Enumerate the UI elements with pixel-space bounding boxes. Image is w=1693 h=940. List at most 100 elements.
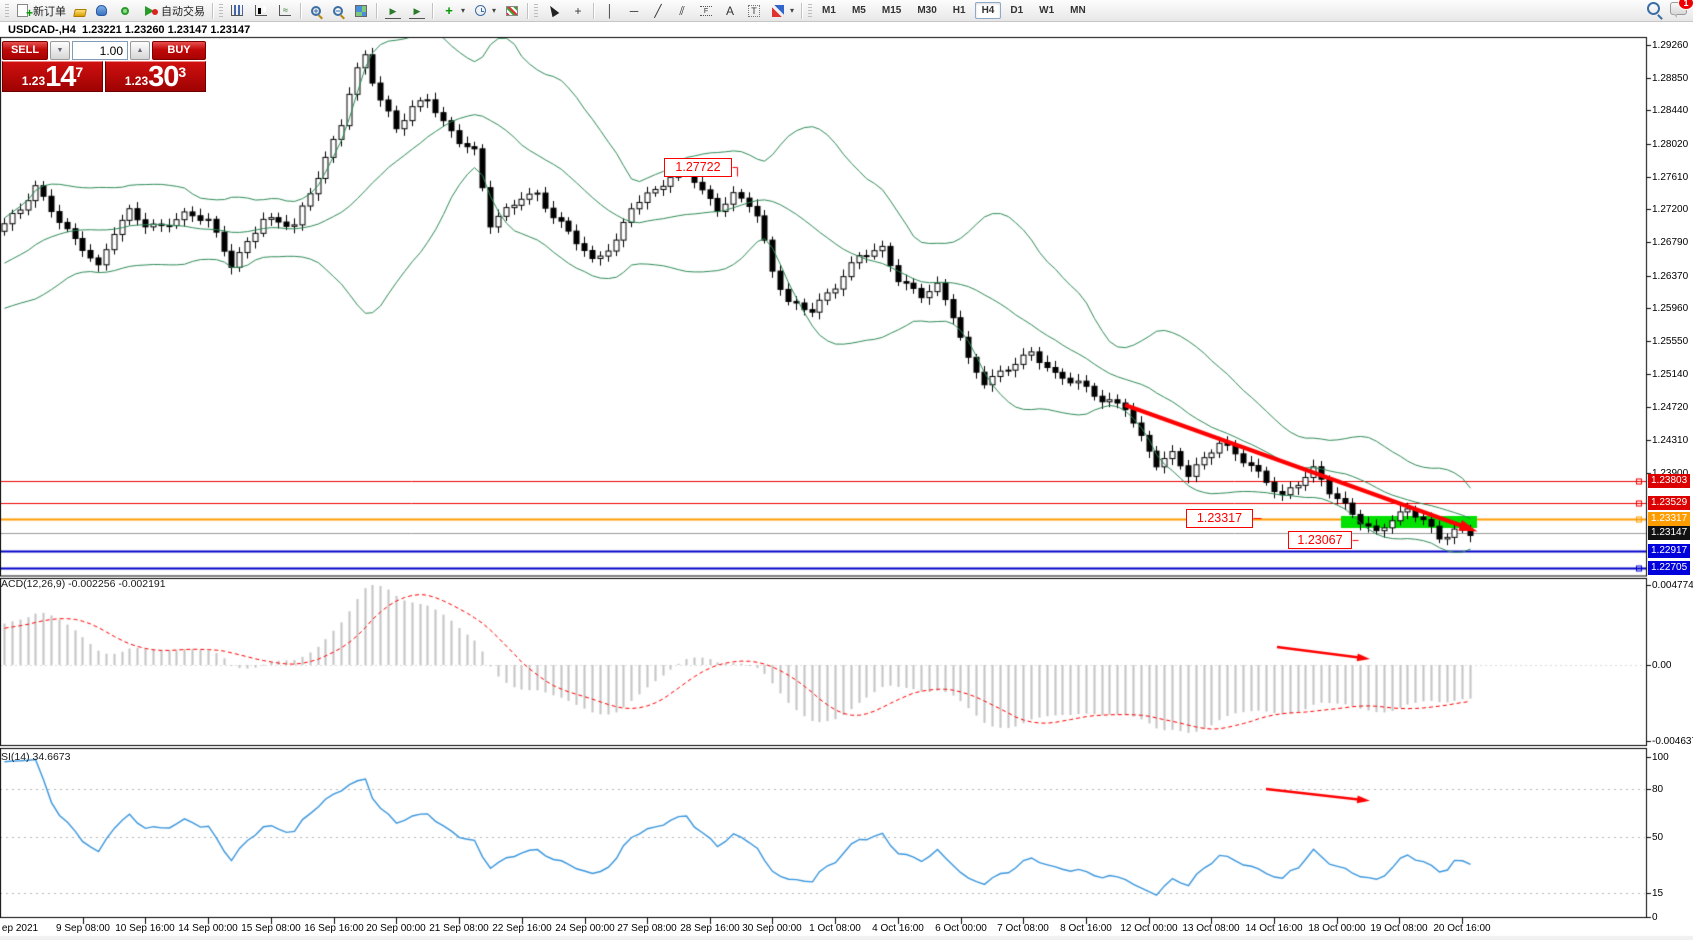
notification-badge: 1 [1678, 0, 1693, 10]
buy-price-display[interactable]: 1.23 30 3 [105, 61, 206, 92]
toolbar-separator [801, 2, 804, 19]
toolbar-separator [593, 2, 596, 19]
text-button[interactable]: A [718, 1, 742, 21]
text-label-icon: T [748, 4, 761, 17]
chart-shift-button[interactable]: ▶ [405, 1, 429, 21]
periods-button[interactable]: ▾ [469, 1, 500, 21]
ohlc-values: 1.23221 1.23260 1.23147 1.23147 [81, 24, 251, 36]
timeframe-w1[interactable]: W1 [1039, 5, 1055, 16]
toolbar-separator [212, 2, 214, 19]
tile-windows-icon [355, 4, 367, 17]
sell-button[interactable]: SELL [2, 41, 48, 60]
add-indicator-button[interactable]: + ▾ [437, 1, 469, 21]
sell-price-display[interactable]: 1.23 14 7 [2, 61, 103, 92]
arrows-button[interactable]: ▾ [766, 1, 798, 21]
zoom-out-icon: − [333, 5, 343, 16]
autotrading-label: 自动交易 [161, 5, 205, 18]
buy-price-sup: 3 [178, 64, 187, 80]
arrows-icon [772, 4, 785, 17]
toolbar-grip[interactable] [534, 4, 539, 17]
buy-button[interactable]: BUY [152, 41, 206, 60]
timeframe-mn[interactable]: MN [1070, 5, 1086, 16]
toolbar-separator [432, 2, 434, 19]
templates-button[interactable] [500, 1, 524, 21]
sell-price-sup: 7 [75, 64, 84, 80]
bar-chart-icon [231, 5, 243, 16]
toolbar-separator [376, 2, 378, 19]
horizontal-line-button[interactable]: ─ [622, 1, 646, 21]
symbol-period-label: USDCAD-,H4 [8, 24, 76, 36]
buy-price-base: 1.23 [124, 74, 149, 88]
channel-icon: ⫽ [679, 3, 685, 18]
fibonacci-icon: F [700, 5, 713, 16]
main-toolbar: 新订单 自动交易 ≈ + − ▶ ▶ +▾ ▾ + │ ─ ╱ ⫽ F [0, 0, 1693, 22]
timeframe-d1[interactable]: D1 [1010, 5, 1024, 16]
autotrading-button[interactable]: 自动交易 [137, 1, 209, 21]
tile-windows-button[interactable] [349, 1, 373, 21]
add-indicator-icon: + [445, 2, 453, 18]
crosshair-button[interactable]: + [566, 1, 590, 21]
one-click-trading-panel: SELL ▼ ▲ BUY 1.23 14 7 1.23 30 3 [2, 41, 212, 92]
zoom-in-button[interactable]: + [305, 1, 327, 21]
timeframe-group: M1 M5 M15 M30 H1 H4 D1 W1 MN [814, 2, 1094, 19]
template-icon [506, 5, 519, 16]
auto-scroll-button[interactable]: ▶ [381, 1, 405, 21]
cursor-button[interactable] [540, 1, 566, 21]
sell-price-big: 14 [45, 61, 76, 93]
search-button[interactable] [1647, 2, 1660, 20]
fibonacci-button[interactable]: F [694, 1, 718, 21]
volume-down-button[interactable]: ▼ [50, 41, 70, 60]
bar-chart-button[interactable] [225, 1, 249, 21]
chart-title: USDCAD-,H4 1.23221 1.23260 1.23147 1.231… [8, 24, 250, 36]
trendline-icon: ╱ [654, 3, 662, 18]
timeframe-m30[interactable]: M30 [917, 5, 937, 16]
chevron-down-icon: ▾ [790, 6, 795, 15]
line-chart-button[interactable]: ≈ [273, 1, 297, 21]
zoom-out-button[interactable]: − [327, 1, 349, 21]
vertical-line-button[interactable]: │ [598, 1, 622, 21]
text-label-button[interactable]: T [742, 1, 766, 21]
toolbar-separator [527, 2, 530, 19]
timeframe-m5[interactable]: M5 [851, 5, 866, 16]
zoom-in-icon: + [311, 5, 321, 16]
signals-button[interactable] [113, 1, 137, 21]
toolbar-separator [300, 2, 302, 19]
timeframe-m1[interactable]: M1 [822, 5, 836, 16]
buy-price-big: 30 [148, 61, 179, 93]
trade-controls-row: SELL ▼ ▲ BUY [2, 41, 212, 60]
trade-prices-row: 1.23 14 7 1.23 30 3 [2, 61, 212, 92]
rsi-label: SI(14) 34.6673 [1, 751, 71, 763]
timeframe-m15[interactable]: M15 [881, 5, 902, 16]
search-icon [1647, 2, 1660, 15]
new-order-label: 新订单 [33, 5, 66, 18]
toolbar-right-group: 1 [1647, 0, 1693, 20]
trendline-button[interactable]: ╱ [646, 1, 670, 21]
clock-icon [475, 5, 487, 16]
auto-scroll-icon: ▶ [385, 3, 401, 19]
chevron-down-icon: ▾ [492, 6, 497, 15]
autotrading-icon [145, 5, 158, 16]
candlestick-icon [255, 5, 267, 16]
chart-shift-icon: ▶ [409, 3, 425, 19]
toolbar-grip[interactable] [5, 4, 9, 17]
new-order-icon [17, 4, 33, 21]
line-chart-icon: ≈ [279, 5, 291, 16]
chat-button[interactable]: 1 [1670, 0, 1693, 20]
timeframe-h4[interactable]: H4 [974, 2, 1002, 19]
candlestick-chart-button[interactable] [249, 1, 273, 21]
volume-up-button[interactable]: ▲ [130, 41, 150, 60]
new-order-button[interactable]: 新订单 [11, 1, 70, 21]
toolbar-grip[interactable] [219, 4, 223, 17]
person-icon [96, 5, 107, 16]
sell-price-base: 1.23 [21, 74, 46, 88]
community-button[interactable] [90, 1, 113, 21]
toolbar-grip[interactable] [808, 4, 813, 17]
timeframe-h1[interactable]: H1 [952, 5, 966, 16]
vertical-line-icon: │ [606, 3, 614, 18]
crosshair-icon: + [574, 3, 582, 18]
channel-button[interactable]: ⫽ [670, 1, 694, 21]
market-button[interactable] [70, 1, 90, 21]
volume-input[interactable] [72, 41, 128, 60]
